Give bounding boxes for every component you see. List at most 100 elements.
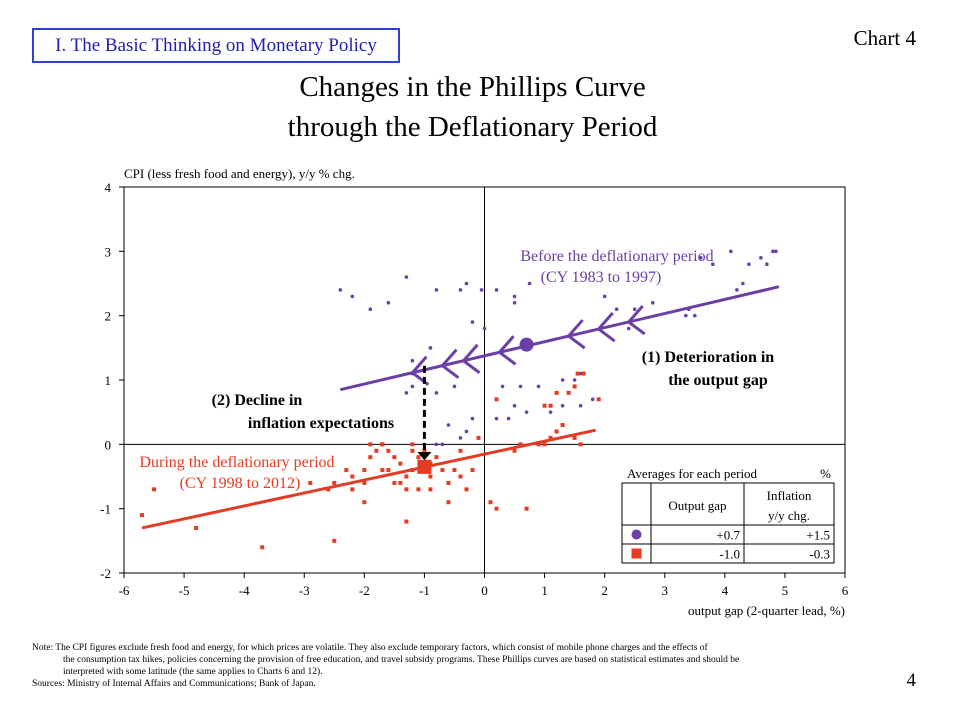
averages-col-inflation: Inflation	[767, 488, 812, 503]
during-period-point	[152, 487, 157, 492]
before-period-point	[578, 403, 583, 408]
during-period-point	[581, 371, 586, 376]
chart-id: Chart 4	[853, 26, 916, 50]
before-period-point	[350, 294, 355, 299]
x-tick-label: 6	[842, 583, 849, 598]
before-period-point	[494, 288, 499, 292]
before-period-point	[771, 249, 775, 254]
before-period-point	[632, 307, 637, 312]
before-period-point	[536, 384, 541, 389]
note-line-3: interpreted with some latitude (the same…	[63, 667, 323, 677]
averages-table-unit: %	[820, 466, 831, 481]
averages-table-frame	[621, 482, 835, 564]
before-period-point	[464, 429, 469, 434]
before-period-point	[578, 371, 583, 376]
during-period-point	[380, 442, 385, 447]
output-gap-chevron	[497, 335, 517, 366]
page-number: 4	[906, 670, 917, 691]
before-period-point	[440, 442, 445, 447]
during-period-point	[308, 480, 313, 485]
during-period-point	[386, 448, 391, 453]
before-period-point	[338, 288, 343, 292]
before-period-point	[410, 384, 415, 389]
averages-inflation-value: -0.3	[809, 547, 830, 562]
phillips-curve-chart: -6 -5 -4 -3 -2 -1 0 1 2 3 4 5 6 4 3 2 1 0 -1 -2 CPI (less fr…	[100, 166, 849, 618]
averages-row-before-marker	[631, 529, 642, 540]
before-period-point	[518, 384, 523, 389]
during-period-point	[575, 371, 580, 376]
before-period-point	[560, 403, 565, 408]
before-period-point	[527, 281, 532, 286]
during-period-point	[428, 474, 433, 479]
during-period-point	[380, 468, 385, 473]
before-period-point	[614, 307, 619, 312]
before-period-point	[747, 262, 751, 267]
before-period-point	[500, 384, 505, 389]
y-tick-label: 1	[105, 373, 112, 388]
before-period-point	[512, 403, 517, 408]
during-period-point	[458, 448, 463, 453]
expectations-arrow-head	[417, 452, 432, 461]
note-line-1: Note: The CPI figures exclude fresh food…	[32, 643, 708, 653]
x-tick-label: 2	[601, 583, 608, 598]
before-period-point	[464, 281, 469, 286]
y-axis-label: CPI (less fresh food and energy), y/y % …	[124, 166, 355, 181]
during-period-point	[446, 500, 451, 505]
before-period-point	[482, 326, 487, 331]
during-period-point	[392, 480, 397, 485]
during-period-point	[332, 538, 337, 543]
x-tick-label: 5	[782, 583, 789, 598]
before-period-average-marker	[519, 337, 534, 352]
x-tick-label: -5	[179, 583, 190, 598]
during-period-point	[374, 448, 379, 453]
output-gap-chevron	[440, 348, 460, 379]
during-period-point	[362, 480, 367, 485]
during-period-point	[542, 442, 547, 447]
averages-output-gap-value: +0.7	[716, 528, 740, 543]
during-period-point	[416, 487, 421, 492]
during-period-years: (CY 1998 to 2012)	[180, 475, 301, 492]
output-gap-annotation-line1: (1) Deterioration in	[642, 349, 775, 366]
x-tick-label: -3	[299, 583, 310, 598]
output-gap-chevron	[566, 319, 586, 350]
before-period-point	[699, 255, 703, 260]
before-period-point	[729, 249, 733, 254]
during-period-point	[392, 455, 397, 460]
during-period-point	[464, 487, 469, 492]
during-period-point	[398, 461, 403, 466]
during-period-point	[422, 448, 427, 453]
before-period-point	[512, 301, 517, 305]
before-period-point	[590, 397, 595, 402]
chart-title-line2: through the Deflationary Period	[287, 111, 658, 143]
during-period-curve	[141, 428, 596, 530]
before-period-label: Before the deflationary period	[520, 248, 713, 265]
during-period-point	[350, 474, 355, 479]
during-period-point	[560, 423, 565, 428]
before-period-point	[434, 288, 439, 292]
during-period-point	[554, 390, 559, 395]
during-period-point	[140, 513, 145, 518]
during-period-point	[404, 519, 409, 524]
during-period-point	[332, 480, 337, 485]
before-period-point	[524, 410, 529, 414]
before-period-point	[452, 384, 457, 389]
during-period-point	[350, 487, 355, 492]
before-period-point	[434, 442, 439, 447]
during-period-point	[194, 525, 199, 530]
during-period-point	[578, 442, 583, 447]
x-tick-label: 4	[722, 583, 729, 598]
during-period-point	[494, 397, 499, 402]
y-tick-label: -1	[100, 502, 111, 517]
during-period-point	[344, 468, 349, 473]
during-period-point	[434, 455, 439, 460]
sources-line: Sources: Ministry of Internal Affairs an…	[32, 679, 316, 689]
before-period-point	[759, 255, 763, 260]
before-period-point	[434, 391, 439, 395]
output-gap-chevron	[626, 304, 646, 336]
before-period-point	[711, 262, 715, 267]
during-period-point	[470, 468, 475, 473]
during-period-point	[572, 435, 577, 440]
during-period-point	[488, 500, 493, 505]
section-label: I. The Basic Thinking on Monetary Policy	[32, 28, 400, 63]
output-gap-chevron	[596, 312, 616, 343]
